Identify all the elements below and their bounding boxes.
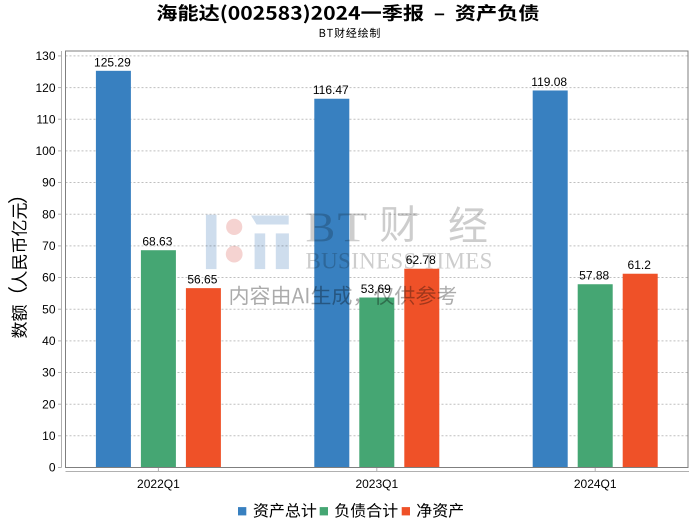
svg-text:57.88: 57.88 (579, 269, 609, 283)
svg-text:70: 70 (42, 239, 56, 253)
svg-text:B: B (306, 205, 336, 252)
svg-text:T: T (338, 204, 367, 250)
svg-text:130: 130 (35, 49, 55, 63)
svg-text:119.08: 119.08 (531, 75, 567, 89)
svg-text:2022Q1: 2022Q1 (137, 477, 180, 491)
svg-text:2024Q1: 2024Q1 (574, 477, 617, 491)
svg-text:100: 100 (35, 144, 55, 158)
svg-text:BUSINESS TIMES: BUSINESS TIMES (306, 249, 493, 274)
svg-text:62.78: 62.78 (406, 253, 436, 267)
svg-text:110: 110 (36, 112, 55, 126)
svg-text:20: 20 (42, 397, 56, 411)
svg-text:68.63: 68.63 (142, 235, 172, 249)
svg-text:2023Q1: 2023Q1 (355, 477, 398, 491)
svg-text:30: 30 (42, 366, 56, 380)
svg-text:0: 0 (49, 461, 56, 475)
svg-text:60: 60 (42, 271, 56, 285)
svg-text:56.65: 56.65 (187, 273, 217, 287)
svg-text:10: 10 (42, 429, 56, 443)
svg-text:80: 80 (42, 207, 56, 221)
svg-text:50: 50 (42, 302, 56, 316)
svg-text:90: 90 (42, 176, 56, 190)
svg-text:40: 40 (42, 334, 56, 348)
svg-text:120: 120 (35, 81, 55, 95)
svg-text:61.2: 61.2 (628, 258, 652, 272)
svg-text:125.29: 125.29 (94, 55, 131, 69)
svg-text:116.47: 116.47 (313, 83, 349, 97)
